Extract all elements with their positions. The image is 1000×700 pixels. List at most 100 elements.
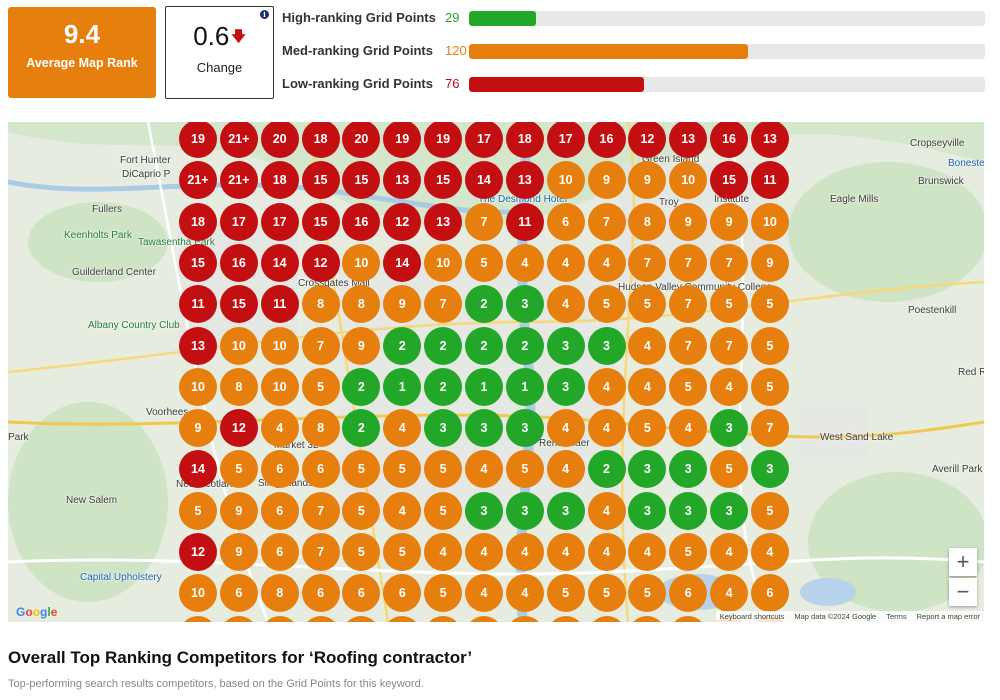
grid-point[interactable]: 8 — [260, 574, 299, 613]
grid-point[interactable]: 13 — [750, 122, 789, 158]
grid-point[interactable]: 9 — [179, 409, 217, 448]
grid-point[interactable]: 4 — [424, 533, 463, 571]
grid-point[interactable]: 6 — [260, 450, 299, 489]
grid-point[interactable]: 9 — [628, 161, 667, 200]
grid-point[interactable]: 5 — [219, 450, 258, 489]
grid-point[interactable]: 10 — [260, 367, 299, 406]
grid-point[interactable]: 5 — [669, 533, 708, 571]
zoom-in-button[interactable]: + — [949, 548, 977, 576]
grid-point[interactable]: 15 — [179, 243, 217, 282]
grid-point[interactable]: 5 — [750, 491, 789, 530]
grid-point[interactable]: 8 — [628, 202, 667, 241]
grid-point[interactable]: 4 — [628, 367, 667, 406]
grid-point[interactable]: 14 — [383, 243, 422, 282]
grid-point[interactable]: 3 — [628, 491, 667, 530]
grid-point[interactable]: 7 — [669, 285, 708, 324]
grid-point[interactable]: 4 — [628, 326, 667, 365]
grid-point[interactable]: 10 — [546, 161, 585, 200]
grid-point[interactable]: 4 — [464, 574, 503, 613]
grid-point[interactable]: 1 — [383, 367, 422, 406]
grid-point[interactable]: 3 — [424, 409, 463, 448]
grid-point[interactable]: 17 — [260, 202, 299, 241]
grid-point[interactable]: 3 — [669, 450, 708, 489]
grid-point[interactable]: 2 — [464, 285, 503, 324]
grid-point[interactable]: 5 — [628, 409, 667, 448]
grid-point[interactable]: 5 — [342, 533, 381, 571]
grid-point[interactable]: 4 — [587, 533, 626, 571]
grid-point[interactable]: 4 — [464, 533, 503, 571]
grid-point[interactable]: 7 — [710, 243, 749, 282]
grid-point[interactable] — [505, 615, 544, 622]
grid-point[interactable]: 5 — [710, 450, 749, 489]
grid-point[interactable]: 15 — [342, 161, 381, 200]
grid-point[interactable]: 4 — [464, 450, 503, 489]
grid-point[interactable] — [424, 615, 463, 622]
grid-point[interactable]: 8 — [301, 285, 340, 324]
grid-point[interactable]: 20 — [260, 122, 299, 158]
grid-point[interactable]: 9 — [669, 202, 708, 241]
grid-point[interactable]: 18 — [505, 122, 544, 158]
grid-point[interactable]: 16 — [710, 122, 749, 158]
grid-point[interactable]: 13 — [179, 326, 217, 365]
grid-point[interactable]: 1 — [505, 367, 544, 406]
grid-point[interactable]: 9 — [219, 533, 258, 571]
grid-point[interactable]: 7 — [669, 326, 708, 365]
grid-point[interactable]: 4 — [546, 285, 585, 324]
grid-point[interactable]: 14 — [179, 450, 217, 489]
grid-point[interactable]: 19 — [424, 122, 463, 158]
grid-point[interactable]: 18 — [301, 122, 340, 158]
grid-point[interactable]: 7 — [628, 243, 667, 282]
grid-point[interactable]: 4 — [628, 533, 667, 571]
grid-point[interactable]: 4 — [587, 243, 626, 282]
grid-point[interactable]: 2 — [424, 367, 463, 406]
grid-point[interactable]: 5 — [587, 285, 626, 324]
grid-point[interactable]: 3 — [505, 491, 544, 530]
grid-point[interactable]: 3 — [710, 409, 749, 448]
grid-point[interactable]: 21+ — [219, 161, 258, 200]
grid-point[interactable]: 5 — [464, 243, 503, 282]
grid-point[interactable]: 2 — [464, 326, 503, 365]
grid-point[interactable] — [219, 615, 258, 622]
grid-point[interactable] — [301, 615, 340, 622]
grid-point[interactable]: 6 — [301, 450, 340, 489]
grid-point[interactable]: 6 — [546, 202, 585, 241]
grid-point[interactable]: 7 — [710, 326, 749, 365]
grid-point[interactable]: 7 — [587, 202, 626, 241]
grid-point[interactable]: 12 — [628, 122, 667, 158]
grid-point[interactable]: 4 — [669, 409, 708, 448]
grid-point[interactable] — [179, 615, 217, 622]
grid-point[interactable]: 17 — [219, 202, 258, 241]
grid-point[interactable]: 4 — [710, 367, 749, 406]
grid-point[interactable]: 3 — [710, 491, 749, 530]
grid-point[interactable]: 8 — [342, 285, 381, 324]
grid-point[interactable] — [260, 615, 299, 622]
grid-point[interactable]: 9 — [342, 326, 381, 365]
grid-point[interactable]: 18 — [179, 202, 217, 241]
grid-point[interactable]: 2 — [505, 326, 544, 365]
grid-point[interactable]: 6 — [219, 574, 258, 613]
grid-point[interactable]: 21+ — [179, 161, 217, 200]
grid-point[interactable]: 4 — [546, 450, 585, 489]
grid-point[interactable]: 13 — [383, 161, 422, 200]
grid-point[interactable]: 18 — [260, 161, 299, 200]
report-map-error-link[interactable]: Report a map error — [916, 612, 980, 621]
grid-point[interactable]: 3 — [546, 491, 585, 530]
grid-point[interactable]: 3 — [505, 285, 544, 324]
grid-point[interactable]: 10 — [342, 243, 381, 282]
grid-point[interactable]: 3 — [750, 450, 789, 489]
grid-point[interactable]: 5 — [424, 491, 463, 530]
grid-point[interactable]: 5 — [301, 367, 340, 406]
grid-point[interactable]: 9 — [219, 491, 258, 530]
grid-point[interactable]: 9 — [587, 161, 626, 200]
info-icon[interactable]: i — [260, 10, 269, 19]
grid-point[interactable]: 15 — [424, 161, 463, 200]
grid-point[interactable]: 4 — [383, 409, 422, 448]
grid-point[interactable]: 6 — [260, 491, 299, 530]
grid-point[interactable]: 4 — [260, 409, 299, 448]
grid-point[interactable]: 4 — [587, 367, 626, 406]
grid-point[interactable]: 5 — [342, 450, 381, 489]
grid-point[interactable]: 8 — [219, 367, 258, 406]
grid-point[interactable]: 11 — [179, 285, 217, 324]
grid-point[interactable]: 4 — [546, 243, 585, 282]
grid-point[interactable]: 9 — [710, 202, 749, 241]
